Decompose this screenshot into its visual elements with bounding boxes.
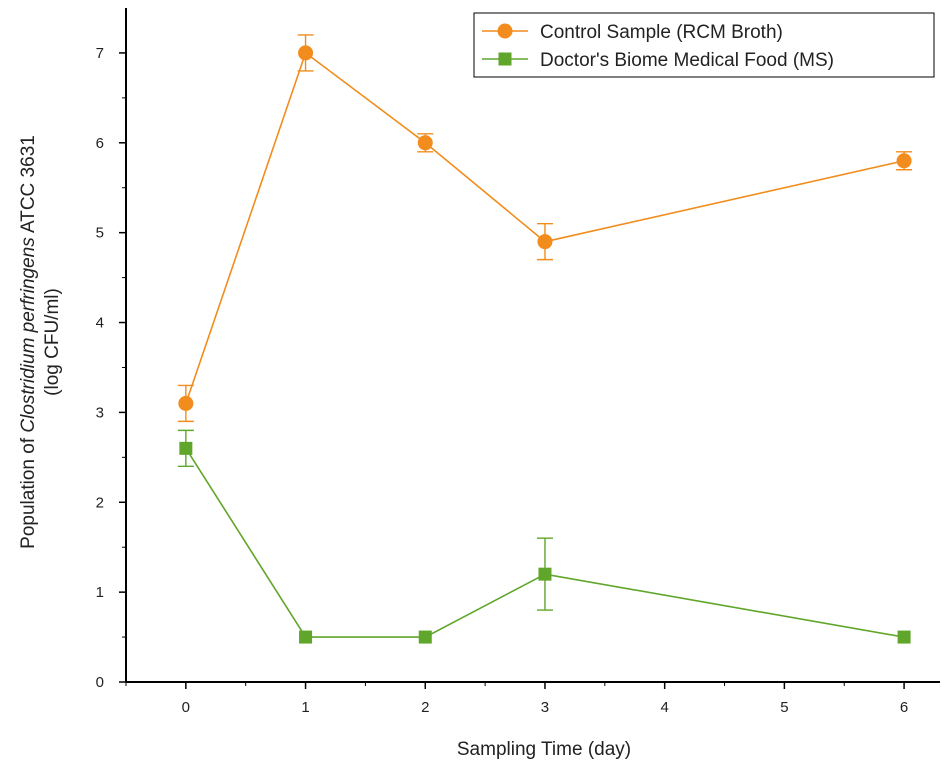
y-tick-label: 1 [96, 584, 104, 601]
data-point [179, 441, 193, 455]
svg-text:Population of Clostridium perf: Population of Clostridium perfringens AT… [18, 135, 39, 549]
x-axis-title: Sampling Time (day) [457, 739, 631, 760]
y-tick-label: 3 [96, 404, 104, 421]
data-point [298, 45, 314, 61]
data-point [418, 630, 432, 644]
data-point [537, 234, 553, 250]
data-point [417, 135, 433, 151]
series-2 [177, 429, 911, 644]
y-tick-label: 4 [96, 315, 104, 332]
y-axis-title: Population of Clostridium perfringens AT… [18, 135, 63, 549]
x-tick-label: 0 [182, 699, 190, 716]
y-tick-label: 6 [96, 135, 104, 152]
x-tick-label: 3 [541, 699, 549, 716]
series-1 [177, 34, 913, 423]
data-point [538, 567, 552, 581]
data-point [896, 153, 912, 169]
y-tick-label: 7 [96, 45, 104, 62]
x-tick-label: 6 [900, 699, 908, 716]
series-layer [177, 34, 913, 644]
y-axis-title-suffix: ATCC 3631 [18, 135, 39, 237]
legend-label: Doctor's Biome Medical Food (MS) [540, 50, 834, 71]
axes: 0 1 2 3 4 5 6 0 1 2 3 4 5 6 7 [96, 8, 940, 716]
data-point [897, 630, 911, 644]
x-tick-label: 2 [421, 699, 429, 716]
x-tick-label: 4 [661, 699, 669, 716]
x-tick-label: 1 [301, 699, 309, 716]
data-point [299, 630, 313, 644]
y-axis-title-italic: Clostridium perfringens [18, 237, 39, 433]
data-point [178, 395, 194, 411]
legend-marker [497, 23, 513, 39]
legend-label: Control Sample (RCM Broth) [540, 22, 783, 43]
legend-box [473, 12, 935, 78]
y-axis-title-unit: (log CFU/ml) [42, 288, 63, 396]
y-tick-label: 0 [96, 674, 104, 691]
y-tick-label: 2 [96, 494, 104, 511]
legend: Control Sample (RCM Broth) Doctor's Biome… [473, 12, 935, 78]
y-axis-title-prefix: Population of [18, 433, 39, 549]
legend-marker [498, 52, 512, 66]
x-tick-label: 5 [780, 699, 788, 716]
y-tick-label: 5 [96, 225, 104, 242]
